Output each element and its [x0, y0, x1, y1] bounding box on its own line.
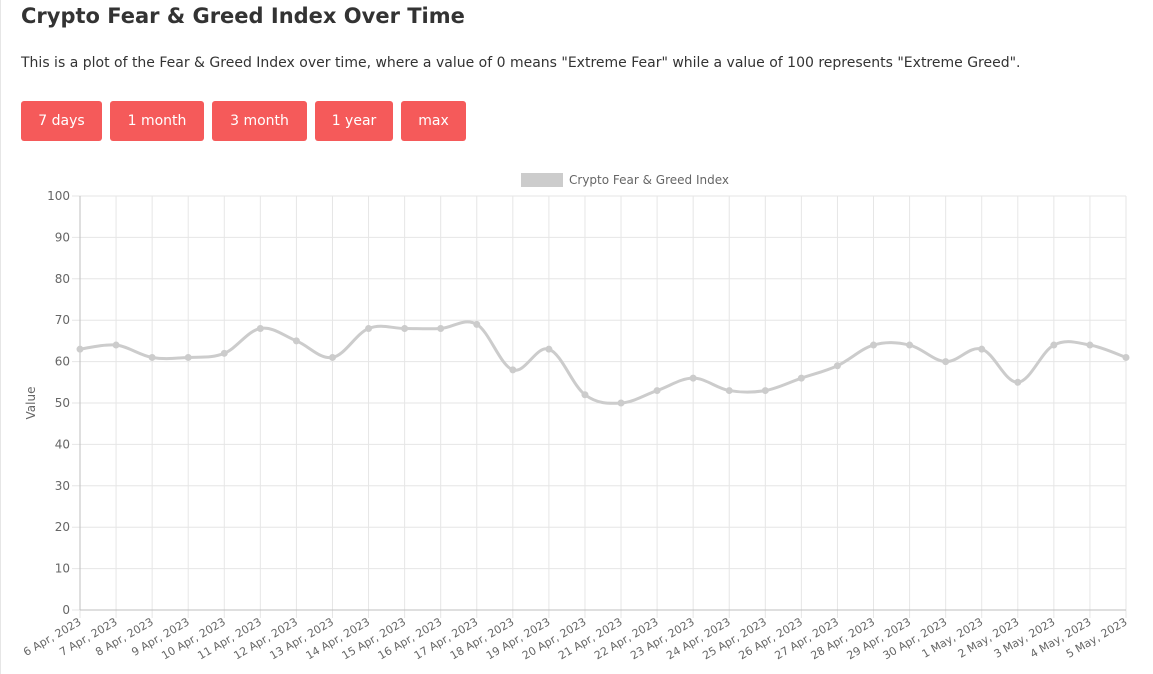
data-point[interactable] — [509, 366, 517, 374]
data-point[interactable] — [292, 337, 300, 345]
y-tick-label: 100 — [47, 189, 70, 203]
series-line — [79, 320, 1127, 405]
y-tick-label: 80 — [55, 272, 70, 286]
data-point[interactable] — [148, 353, 156, 361]
data-point[interactable] — [1014, 378, 1022, 386]
data-point[interactable] — [942, 358, 950, 366]
range-button-1-year[interactable]: 1 year — [315, 101, 393, 141]
y-axis-title: Value — [24, 387, 38, 420]
y-tick-label: 50 — [55, 396, 70, 410]
data-point[interactable] — [581, 391, 589, 399]
legend-label[interactable]: Crypto Fear & Greed Index — [569, 173, 729, 187]
y-tick-label: 30 — [55, 479, 70, 493]
data-point[interactable] — [256, 324, 264, 332]
chart-grid — [72, 195, 1127, 618]
page-left-border — [0, 0, 1, 674]
range-button-group: 7 days 1 month 3 month 1 year max — [21, 101, 466, 141]
data-point[interactable] — [365, 324, 373, 332]
data-point[interactable] — [1122, 353, 1130, 361]
range-button-3-month[interactable]: 3 month — [212, 101, 307, 141]
data-point[interactable] — [545, 345, 553, 353]
y-tick-label: 20 — [55, 520, 70, 534]
data-point[interactable] — [725, 387, 733, 395]
y-tick-label: 60 — [55, 355, 70, 369]
chart-series — [76, 320, 1130, 407]
data-point[interactable] — [220, 349, 228, 357]
data-point[interactable] — [473, 320, 481, 328]
data-point[interactable] — [833, 362, 841, 370]
data-point[interactable] — [653, 387, 661, 395]
page-title: Crypto Fear & Greed Index Over Time — [21, 4, 465, 28]
data-point[interactable] — [978, 345, 986, 353]
data-point[interactable] — [328, 353, 336, 361]
data-point[interactable] — [797, 374, 805, 382]
data-point[interactable] — [761, 387, 769, 395]
data-point[interactable] — [184, 353, 192, 361]
data-point[interactable] — [906, 341, 914, 349]
y-tick-label: 40 — [55, 437, 70, 451]
chart-legend[interactable]: Crypto Fear & Greed Index — [521, 173, 729, 187]
range-button-7-days[interactable]: 7 days — [21, 101, 102, 141]
data-point[interactable] — [1086, 341, 1094, 349]
data-point[interactable] — [112, 341, 120, 349]
data-point[interactable] — [870, 341, 878, 349]
data-point[interactable] — [1050, 341, 1058, 349]
data-point[interactable] — [76, 345, 84, 353]
y-tick-label: 10 — [55, 562, 70, 576]
data-point[interactable] — [437, 324, 445, 332]
data-point[interactable] — [689, 374, 697, 382]
legend-swatch[interactable] — [521, 173, 563, 187]
y-tick-label: 70 — [55, 313, 70, 327]
data-point[interactable] — [617, 399, 625, 407]
range-button-1-month[interactable]: 1 month — [110, 101, 204, 141]
y-tick-label: 0 — [62, 603, 70, 617]
data-point[interactable] — [401, 324, 409, 332]
range-button-max[interactable]: max — [401, 101, 466, 141]
y-tick-label: 90 — [55, 230, 70, 244]
page-description: This is a plot of the Fear & Greed Index… — [21, 55, 1021, 71]
